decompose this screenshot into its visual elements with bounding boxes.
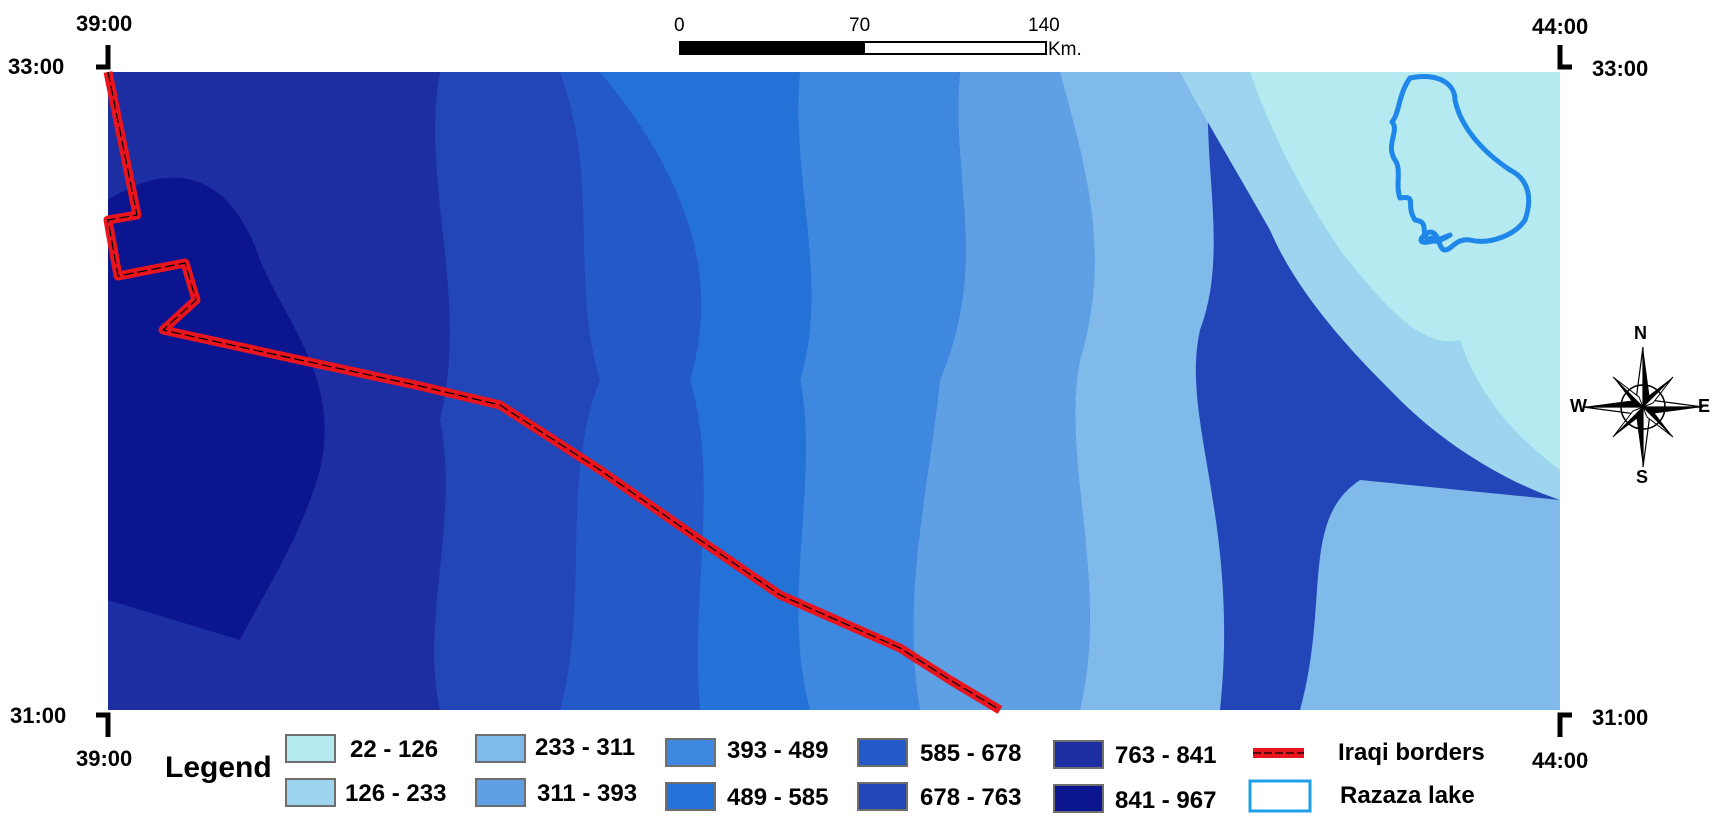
compass-w: W: [1570, 396, 1587, 416]
legend-label-4: 311 - 393: [537, 780, 638, 807]
band-311-393: [913, 72, 1110, 710]
top-right-lat: 33:00: [1592, 56, 1649, 81]
compass-n: N: [1634, 323, 1647, 343]
legend-swatch-5: [665, 738, 716, 767]
legend-label-borders: Iraqi borders: [1338, 739, 1485, 766]
razaza-lake-outline: [1388, 74, 1532, 253]
legend-label-2: 126 - 233: [345, 780, 447, 807]
legend-swatch-1: [285, 734, 336, 763]
bottom-left-lat: 31:00: [10, 703, 67, 728]
top-left-lon: 39:00: [76, 11, 133, 36]
scale-label-140: 140: [1028, 15, 1060, 36]
legend-label-7: 585 - 678: [920, 740, 1022, 767]
iraqi-border-dash: [107, 71, 1001, 711]
legend-swatch-6: [665, 782, 716, 811]
legend-swatch-3: [475, 734, 526, 763]
band-393-489: [798, 72, 966, 710]
legend-swatch-8: [857, 782, 908, 811]
band-233-311: [1060, 72, 1560, 710]
legend-swatch-2: [285, 778, 336, 807]
legend-label-6: 489 - 585: [727, 784, 829, 811]
scale-label-0: 0: [674, 15, 685, 36]
scale-unit: Km.: [1048, 39, 1082, 60]
band-22-126: [1250, 72, 1560, 470]
compass-s: S: [1636, 467, 1649, 487]
legend-title: Legend: [165, 751, 272, 784]
bottom-left-lon: 39:00: [76, 746, 133, 771]
legend-swatch-7: [857, 738, 908, 767]
scale-label-70: 70: [849, 15, 871, 36]
legend-label-lake: Razaza lake: [1340, 782, 1475, 809]
bottom-right-lat: 31:00: [1592, 705, 1649, 730]
band-841-967: [108, 177, 325, 640]
top-right-lon: 44:00: [1532, 14, 1589, 39]
legend-lake-symbol: [1248, 779, 1312, 813]
legend-swatch-4: [475, 778, 526, 807]
frame-ticks: [96, 45, 1572, 737]
legend-swatch-9: [1053, 740, 1104, 769]
legend-label-10: 841 - 967: [1115, 787, 1217, 814]
bottom-right-lon: 44:00: [1532, 748, 1589, 773]
legend-label-3: 233 - 311: [535, 734, 636, 761]
legend-label-1: 22 - 126: [350, 736, 439, 763]
elevation-layer: [108, 72, 1560, 710]
legend-label-5: 393 - 489: [727, 737, 829, 764]
legend-swatch-10: [1053, 784, 1104, 813]
legend-label-8: 678 - 763: [920, 784, 1022, 811]
compass-rose-icon: [1582, 346, 1704, 468]
legend-label-9: 763 - 841: [1115, 742, 1217, 769]
compass-e: E: [1698, 396, 1711, 416]
top-left-lat: 33:00: [8, 54, 65, 79]
scale-bar: [679, 41, 1047, 55]
band-489-585: [600, 72, 812, 710]
